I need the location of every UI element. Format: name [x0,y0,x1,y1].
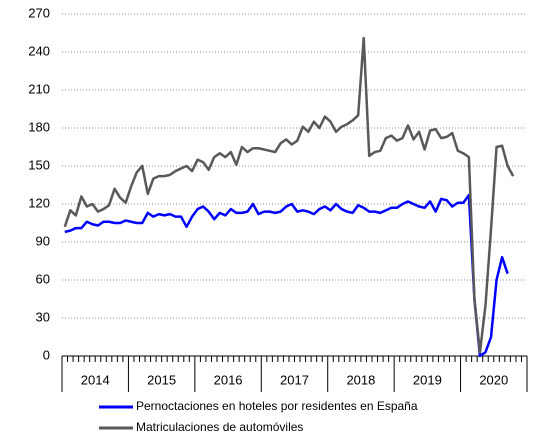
y-tick-label: 210 [28,81,50,96]
y-tick-label: 60 [36,271,50,286]
x-tick-label: 2017 [280,372,309,387]
y-tick-label: 0 [43,347,50,362]
x-tick-label: 2014 [81,372,110,387]
legend: Pernoctaciones en hoteles por residentes… [99,399,418,434]
y-tick-label: 240 [28,43,50,58]
y-tick-label: 120 [28,195,50,210]
series-line [64,193,509,358]
y-tick-label: 30 [36,309,50,324]
series-line [63,36,515,354]
y-tick-label: 90 [36,233,50,248]
legend-label: Pernoctaciones en hoteles por residentes… [136,399,418,413]
x-tick-label: 2015 [147,372,176,387]
legend-label: Matriculaciones de automóviles [136,420,303,434]
x-tick-label: 2016 [214,372,243,387]
y-tick-label: 150 [28,157,50,172]
x-tick-label: 2019 [413,372,442,387]
x-tick-label: 2020 [479,372,508,387]
y-tick-label: 270 [28,5,50,20]
x-tick-label: 2018 [346,372,375,387]
y-tick-label: 180 [28,119,50,134]
